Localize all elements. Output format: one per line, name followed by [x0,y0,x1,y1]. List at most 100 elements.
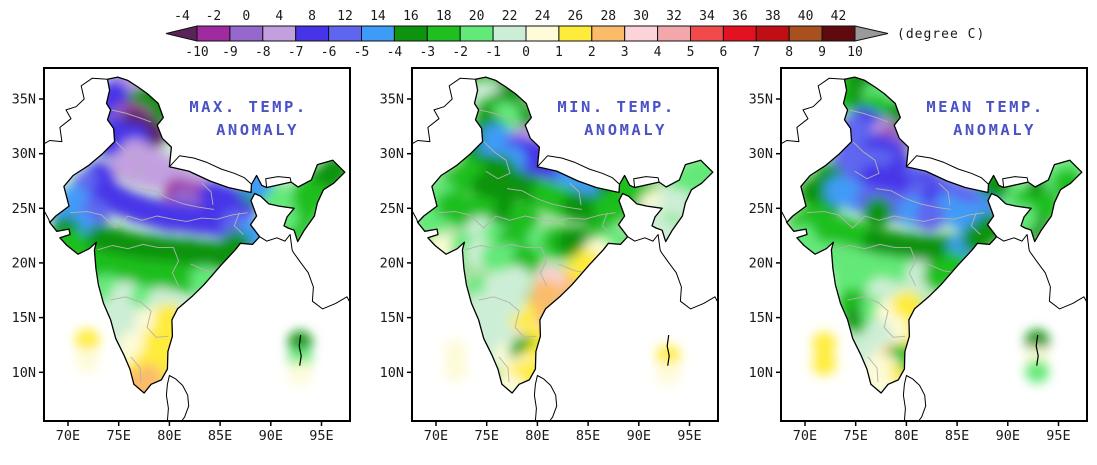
colorbar-bottom-label: 0 [522,45,530,60]
colorbar-cell [328,25,363,42]
anomaly-sample [979,170,1010,201]
neighbor-outlines [780,77,1088,422]
colorbar-cell [591,25,626,42]
andaman-islands-line [666,335,670,366]
colorbar-top-label: 40 [798,9,814,24]
map-title-min: MIN. TEMP. ANOMALY [524,96,709,142]
colorbar-cell [821,25,856,42]
colorbar-top-label: 36 [732,9,748,24]
anomaly-sample [939,251,970,282]
anomaly-sample [914,201,945,231]
colorbar-bottom-label: 2 [588,45,596,60]
y-tick-label: 15N [749,310,773,326]
ocean-anomaly-sample [443,339,468,364]
y-tick-label: 35N [749,92,773,108]
colorbar-cell [558,25,593,42]
colorbar-bottom-label: 3 [621,45,629,60]
anomaly-sample [221,230,252,261]
neighbor-outlines [43,77,351,422]
colorbar-cell [393,25,428,42]
ocean-anomaly-sample [656,361,681,386]
colorbar-bottom-label: -6 [321,45,337,60]
y-tick-label: 25N [749,201,773,217]
colorbar-top-label: 26 [567,9,583,24]
colorbar-cell [722,25,757,42]
y-tick-label: 10N [380,365,404,381]
colorbar-cell [229,25,264,42]
y-tick-label: 25N [380,201,404,217]
x-tick-label: 75E [844,428,868,444]
colorbar-top-label: 38 [765,9,781,24]
colorbar-bottom-label: -7 [288,45,304,60]
map-frame [780,67,1088,422]
colorbar-bottom-label: -3 [419,45,435,60]
colorbar-bottom-label: 10 [847,45,863,60]
axis-ticks: 70E 75E 80E 85E 90E 95E 35N 30N 25N 20N 15N 10N [380,92,702,445]
colorbar-cell [295,25,330,42]
state-boundaries [437,109,616,383]
map-frame [43,67,351,422]
map-frame [411,67,719,422]
colorbar-top-label: 20 [469,9,485,24]
y-tick-label: 35N [12,92,36,108]
anomaly-sample [961,223,992,254]
colorbar-right-arrow [854,25,889,42]
x-tick-label: 70E [424,428,448,444]
ocean-anomaly-sample [288,361,313,386]
map-min-temp-anomaly: 70E 75E 80E 85E 90E 95E 35N 30N 25N 20N 15N 10N [380,67,719,445]
colorbar-cell [361,25,395,42]
colorbar-bottom-label: -4 [387,45,403,60]
anomaly-sample [863,196,893,227]
x-tick-label: 75E [475,428,499,444]
colorbar-top-label: 18 [436,9,452,24]
andaman-islands-line [298,335,302,366]
anomaly-sample [120,369,151,393]
y-tick-label: 10N [749,365,773,381]
colorbar-top-label: 22 [502,9,518,24]
ocean-anomaly-sample [1025,359,1050,384]
x-tick-label: 80E [525,428,549,444]
colorbar: -4 -2 0 4 8 12 14 16 18 20 22 24 26 28 30 32 34 36 38 40 42-… [165,9,889,60]
india-outline [786,76,1083,394]
colorbar-top-label: 28 [600,9,616,24]
ocean-anomaly-patches [75,328,313,386]
ocean-anomaly-sample [75,328,100,353]
colorbar-bottom-label: 1 [555,45,563,60]
ocean-anomaly-patches [443,339,681,386]
x-tick-label: 80E [894,428,918,444]
map-mean-temp-anomaly: 70E 75E 80E 85E 90E 95E 35N 30N 25N 20N 15N 10N [749,67,1088,444]
colorbar-bottom-label: 7 [752,45,760,60]
x-tick-label: 95E [309,428,333,444]
x-tick-label: 90E [627,428,651,444]
colorbar-bottom-label: -9 [222,45,238,60]
colorbar-top-label: 12 [337,9,353,24]
x-tick-label: 70E [56,428,80,444]
colorbar-cell [657,25,691,42]
x-tick-label: 85E [208,428,232,444]
colorbar-top-label: 8 [308,9,316,24]
colorbar-cell [262,25,297,42]
colorbar-cell [755,25,790,42]
anomaly-sample [495,287,525,318]
y-tick-label: 25N [12,201,36,217]
colorbar-bottom-label: -2 [452,45,468,60]
map-title-mean: MEAN TEMP. ANOMALY [893,96,1078,142]
y-tick-label: 20N [12,255,36,271]
colorbar-bottom-label: -10 [185,45,208,60]
colorbar-cell [426,25,461,42]
y-tick-label: 30N [749,146,773,162]
colorbar-top-label: -4 [174,9,190,24]
ocean-anomaly-sample [812,331,837,356]
colorbar-cell [459,25,494,42]
colorbar-cell [492,25,527,42]
ocean-anomaly-sample [75,348,100,373]
colorbar-top-label: 16 [403,9,419,24]
map-max-temp-anomaly: 70E 75E 80E 85E 90E 95E 35N 30N 25N 20N 15N 10N [12,67,351,444]
colorbar-bottom-label: 4 [654,45,662,60]
colorbar-top-label: 4 [275,9,283,24]
colorbar-top-label: 34 [699,9,715,24]
colorbar-bottom-label: 5 [687,45,695,60]
x-tick-label: 95E [1046,428,1070,444]
india-outline [417,76,714,394]
